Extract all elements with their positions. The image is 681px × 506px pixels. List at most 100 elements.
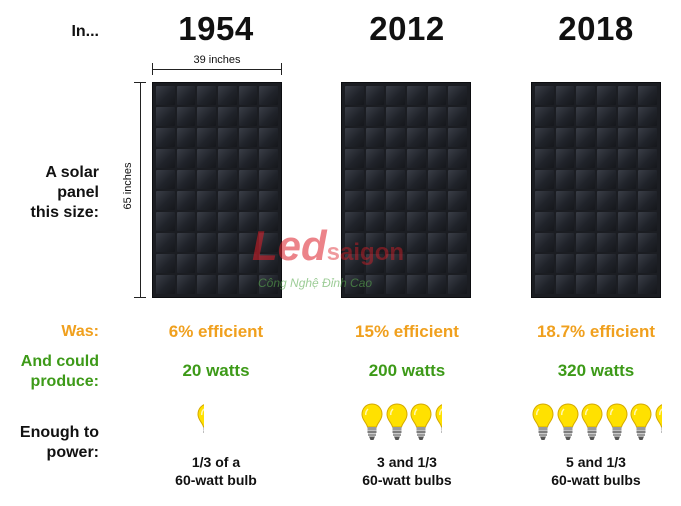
solar-cell	[576, 128, 595, 147]
solar-cell	[427, 212, 447, 231]
solar-cell	[217, 86, 237, 105]
solar-cell	[555, 170, 575, 189]
power-caption-line2: 60-watt bulbs	[551, 472, 641, 488]
solar-cell	[259, 107, 278, 126]
solar-cell	[617, 86, 637, 105]
power-caption-line1: 5 and 1/3	[566, 454, 626, 470]
solar-cell	[176, 149, 196, 168]
solar-cell	[576, 233, 595, 252]
solar-cell	[638, 275, 657, 294]
solar-cell	[596, 149, 616, 168]
solar-cell	[406, 149, 426, 168]
solar-cell	[238, 107, 258, 126]
row-label-produce: And could produce:	[20, 353, 99, 390]
solar-cell	[176, 191, 196, 210]
light-bulb-icon	[197, 403, 204, 443]
solar-cell	[386, 149, 405, 168]
solar-cell	[217, 233, 237, 252]
solar-cell	[617, 254, 637, 273]
solar-cell	[197, 212, 216, 231]
solar-cell	[238, 233, 258, 252]
solar-cell	[156, 86, 175, 105]
solar-cell	[638, 86, 657, 105]
solar-cell	[176, 212, 196, 231]
solar-cell	[596, 170, 616, 189]
solar-cell	[448, 107, 467, 126]
year-2012: 2012	[369, 10, 445, 47]
solar-cell	[535, 86, 554, 105]
solar-cell	[176, 233, 196, 252]
solar-cell	[386, 128, 405, 147]
solar-cell	[345, 275, 364, 294]
efficiency-1954: 6% efficient	[168, 322, 264, 341]
bulbs-2018	[532, 403, 662, 443]
solar-panel-2018	[531, 82, 661, 298]
solar-cell	[217, 170, 237, 189]
solar-cell	[238, 86, 258, 105]
solar-cell	[156, 254, 175, 273]
solar-cell	[638, 254, 657, 273]
height-dimension: 65 inches	[118, 82, 148, 298]
solar-cell	[259, 275, 278, 294]
solar-cell	[197, 149, 216, 168]
light-bulb-icon	[654, 403, 662, 443]
solar-cell	[576, 254, 595, 273]
solar-cell	[197, 86, 216, 105]
width-label: 39 inches	[193, 54, 241, 66]
solar-cell	[427, 170, 447, 189]
solar-cell	[535, 170, 554, 189]
solar-cell	[176, 275, 196, 294]
solar-cell	[448, 275, 467, 294]
solar-cell	[217, 107, 237, 126]
solar-cell	[617, 149, 637, 168]
solar-cell	[345, 149, 364, 168]
solar-cell	[345, 86, 364, 105]
solar-cell	[576, 86, 595, 105]
solar-cell	[638, 128, 657, 147]
solar-cell	[596, 212, 616, 231]
solar-cell	[596, 107, 616, 126]
solar-cell	[448, 128, 467, 147]
light-bulb-icon	[556, 403, 579, 443]
solar-cell	[576, 170, 595, 189]
solar-cell	[617, 233, 637, 252]
solar-cell	[406, 107, 426, 126]
row-label-was: Was:	[61, 323, 99, 340]
solar-cell	[427, 86, 447, 105]
solar-cell	[365, 275, 385, 294]
solar-cell	[596, 275, 616, 294]
solar-cell	[617, 275, 637, 294]
row-label-in: In...	[71, 23, 99, 40]
solar-cell	[217, 191, 237, 210]
solar-cell	[448, 191, 467, 210]
solar-cell	[638, 191, 657, 210]
solar-cell	[197, 191, 216, 210]
solar-cell	[596, 233, 616, 252]
solar-cell	[638, 212, 657, 231]
watts-2018: 320 watts	[557, 361, 635, 380]
solar-cell	[448, 86, 467, 105]
solar-cell	[156, 107, 175, 126]
power-caption-line2: 60-watt bulb	[175, 472, 257, 488]
efficiency-2018: 18.7% efficient	[536, 322, 656, 341]
solar-panel-2012	[341, 82, 471, 298]
solar-cell	[617, 212, 637, 231]
solar-cell	[427, 128, 447, 147]
solar-cell	[365, 233, 385, 252]
solar-cell	[617, 128, 637, 147]
power-caption-2018: 5 and 1/3 60-watt bulbs	[516, 453, 676, 489]
solar-cell	[427, 191, 447, 210]
solar-cell	[176, 86, 196, 105]
power-caption-line2: 60-watt bulbs	[362, 472, 452, 488]
bulbs-1954	[197, 403, 207, 443]
solar-cell	[406, 233, 426, 252]
solar-cell	[406, 275, 426, 294]
solar-cell	[596, 128, 616, 147]
solar-cell	[176, 254, 196, 273]
solar-cell	[638, 107, 657, 126]
solar-cell	[259, 128, 278, 147]
row-label-panel: A solar panel this size:	[30, 164, 99, 221]
solar-cell	[217, 254, 237, 273]
solar-cell	[638, 233, 657, 252]
solar-cell	[238, 191, 258, 210]
